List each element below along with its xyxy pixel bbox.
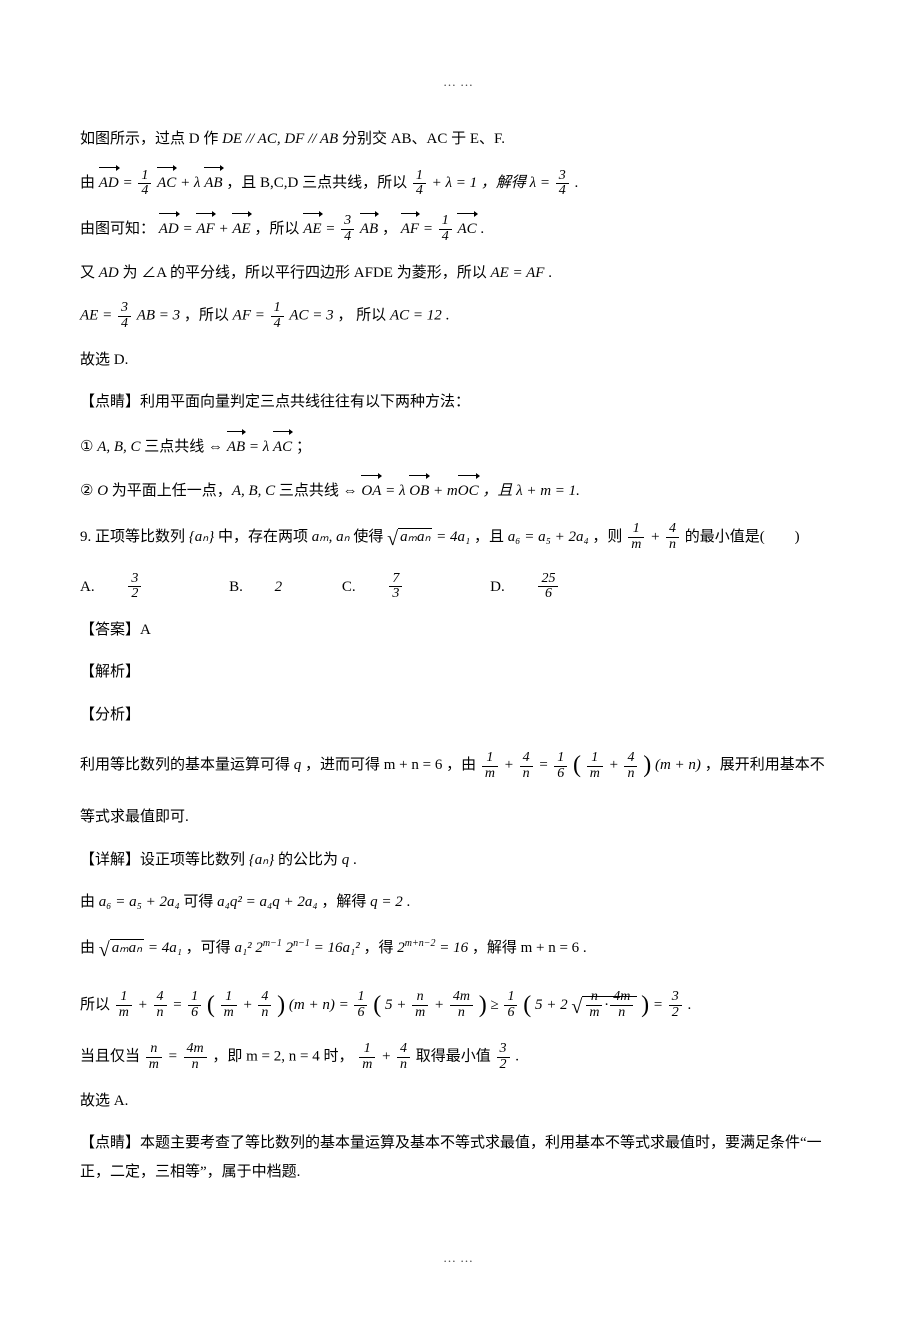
q9-d4: 所以 1m + 4n = 16 ( 1m + 4n ) (m + n) = 16… — [80, 983, 840, 1029]
q9-opt-b[interactable]: B. 2 — [229, 572, 310, 601]
s8-line4: 又 AD 为 ∠A 的平分线，所以平行四边形 AFDE 为菱形，所以 AE = … — [80, 259, 840, 288]
footer-dots: …… — [80, 1246, 840, 1271]
q9-a1b: 等式求最值即可. — [80, 803, 840, 832]
q9-tip: 【点睛】本题主要考查了等比数列的基本量运算及基本不等式求最值，利用基本不等式求最… — [80, 1129, 840, 1186]
s8-line6: 故选 D. — [80, 346, 840, 375]
q9-stem: 9. 正项等比数列 {aₙ} 中，存在两项 aₘ, aₙ 使得 √aₘaₙ = … — [80, 520, 840, 558]
q9-sec1: 【解析】 — [80, 658, 840, 687]
s8-tip-a: 【点睛】利用平面向量判定三点共线往往有以下两种方法： — [80, 388, 840, 417]
s8-tip-b: ① A, B, C 三点共线 ⇔ AB = λ AC ； — [80, 431, 840, 462]
header-dots: …… — [80, 70, 840, 95]
q9-opt-a[interactable]: A. 32 — [80, 572, 197, 602]
q9-a1: 利用等比数列的基本量运算可得 q ，进而可得 m + n = 6 ，由 1m +… — [80, 743, 840, 789]
q9-d1: 【详解】设正项等比数列 {aₙ} 的公比为 q . — [80, 846, 840, 875]
s8-line1: 如图所示，过点 D 作 DE // AC, DF // AB 分别交 AB、AC… — [80, 125, 840, 154]
q9-d3: 由 √aₘaₙ = 4a₁ ，可得 a₁² 2m−1 2n−1 = 16a₁² … — [80, 931, 840, 969]
q9-d2: 由 a₆ = a₅ + 2a₄ 可得 a₄q² = a₄q + 2a₄ ，解得 … — [80, 888, 840, 917]
q9-options: A. 32 B. 2 C. 73 D. 256 — [80, 572, 840, 602]
s8-line5: AE = 34 AB = 3 ，所以 AF = 14 AC = 3 ， 所以 A… — [80, 301, 840, 331]
q9-d6: 故选 A. — [80, 1087, 840, 1116]
s8-line3: 由图可知： AD = AF + AE ，所以 AE = 34 AB ， AF =… — [80, 213, 840, 245]
q9-opt-d[interactable]: D. 256 — [490, 572, 614, 602]
s8-line2: 由 AD = 14 AC + λ AB ，且 B,C,D 三点共线，所以 14 … — [80, 167, 840, 199]
s8-tip-c: ② O 为平面上任一点，A, B, C 三点共线 ⇔ OA = λ OB + m… — [80, 475, 840, 506]
q9-answer: 【答案】A — [80, 616, 840, 645]
q9-d5: 当且仅当 nm = 4mn ，即 m = 2, n = 4 时， 1m + 4n… — [80, 1042, 840, 1072]
q9-sec2: 【分析】 — [80, 701, 840, 730]
q9-opt-c[interactable]: C. 73 — [342, 572, 459, 602]
